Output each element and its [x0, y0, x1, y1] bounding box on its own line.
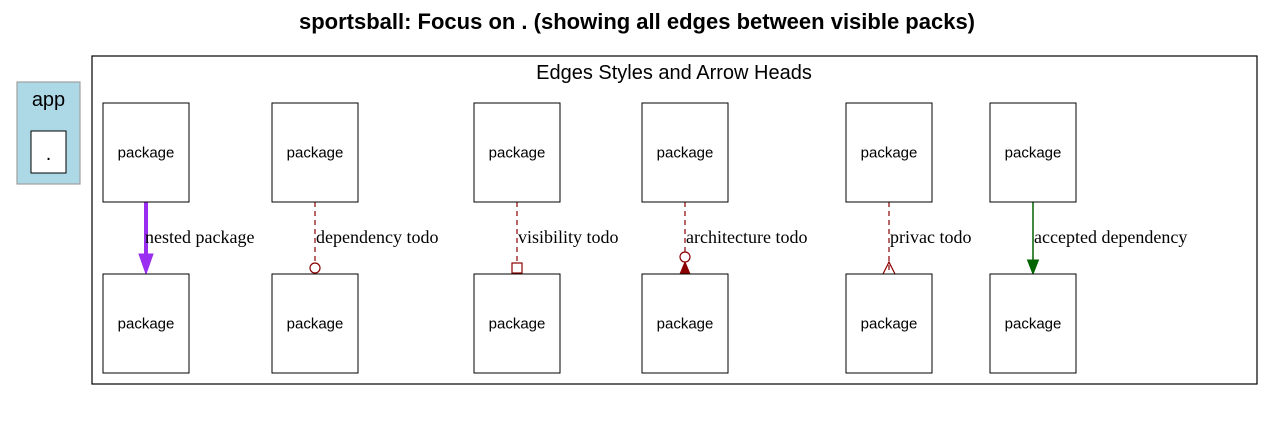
- arrowhead-circle: [679, 251, 691, 263]
- package-node-bottom-3[interactable]: package: [473, 273, 561, 374]
- app-node-label: .: [46, 143, 52, 165]
- package-node-bottom-5-box[interactable]: [845, 273, 933, 374]
- edge-label: nested package: [145, 227, 254, 247]
- edge-label: accepted dependency: [1034, 227, 1187, 247]
- package-node-top-2-box[interactable]: [271, 102, 359, 203]
- edges-layer: nested package dependency todo visibility …: [138, 202, 1187, 276]
- edge-1: nested package: [138, 202, 254, 276]
- package-node-bottom-2-box[interactable]: [271, 273, 359, 374]
- package-node-top-3-label: package: [489, 145, 546, 162]
- nodes-layer: package package package package package packa…: [102, 102, 1077, 374]
- package-node-bottom-3-box[interactable]: [473, 273, 561, 374]
- package-node-top-3-box[interactable]: [473, 102, 561, 203]
- arrowhead-triangle: [1026, 259, 1040, 276]
- arrowhead-circle: [309, 262, 321, 274]
- edge-label: architecture todo: [686, 227, 807, 247]
- arrowhead-triangle-inverted: [679, 260, 691, 275]
- package-node-top-4-box[interactable]: [641, 102, 729, 203]
- package-node-bottom-6-box[interactable]: [989, 273, 1077, 374]
- edge-4: architecture todo: [679, 202, 807, 275]
- package-node-top-1-label: package: [118, 145, 175, 162]
- package-node-bottom-6[interactable]: package: [989, 273, 1077, 374]
- arrowhead-triangle: [138, 253, 154, 276]
- package-node-bottom-2[interactable]: package: [271, 273, 359, 374]
- package-node-bottom-5[interactable]: package: [845, 273, 933, 374]
- package-node-bottom-3-label: package: [489, 316, 546, 333]
- package-node-bottom-4-box[interactable]: [641, 273, 729, 374]
- app-cluster: app .: [16, 81, 81, 185]
- package-node-bottom-5-label: package: [861, 316, 918, 333]
- package-node-bottom-6-label: package: [1005, 316, 1062, 333]
- package-node-bottom-2-label: package: [287, 316, 344, 333]
- package-node-top-6-box[interactable]: [989, 102, 1077, 203]
- arrowhead-crow: [882, 260, 896, 275]
- edge-5: privac todo: [882, 202, 971, 275]
- arrowhead-box: [511, 262, 523, 274]
- package-node-bottom-4[interactable]: package: [641, 273, 729, 374]
- diagram-title: sportsball: Focus on . (showing all edge…: [299, 9, 975, 34]
- edge-label: dependency todo: [316, 227, 438, 247]
- edge-6: accepted dependency: [1026, 202, 1187, 276]
- edge-2: dependency todo: [309, 202, 438, 274]
- edge-3: visibility todo: [511, 202, 619, 274]
- package-node-top-1-box[interactable]: [102, 102, 190, 203]
- legend-cluster: Edges Styles and Arrow Heads: [91, 55, 1258, 385]
- legend-cluster-label: Edges Styles and Arrow Heads: [536, 62, 812, 84]
- package-node-top-5-box[interactable]: [845, 102, 933, 203]
- package-node-bottom-1[interactable]: package: [102, 273, 190, 374]
- package-node-top-2-label: package: [287, 145, 344, 162]
- package-node-top-4[interactable]: package: [641, 102, 729, 203]
- package-node-bottom-1-box[interactable]: [102, 273, 190, 374]
- package-node-top-6[interactable]: package: [989, 102, 1077, 203]
- package-node-top-1[interactable]: package: [102, 102, 190, 203]
- edge-label: visibility todo: [518, 227, 619, 247]
- legend-cluster-box: [91, 55, 1258, 385]
- package-node-top-5[interactable]: package: [845, 102, 933, 203]
- package-node-top-3[interactable]: package: [473, 102, 561, 203]
- app-cluster-label: app: [32, 89, 65, 111]
- app-node[interactable]: [30, 130, 67, 174]
- package-node-bottom-4-label: package: [657, 316, 714, 333]
- edge-label: privac todo: [890, 227, 971, 247]
- package-node-top-6-label: package: [1005, 145, 1062, 162]
- package-node-top-4-label: package: [657, 145, 714, 162]
- package-node-top-5-label: package: [861, 145, 918, 162]
- package-node-top-2[interactable]: package: [271, 102, 359, 203]
- package-node-bottom-1-label: package: [118, 316, 175, 333]
